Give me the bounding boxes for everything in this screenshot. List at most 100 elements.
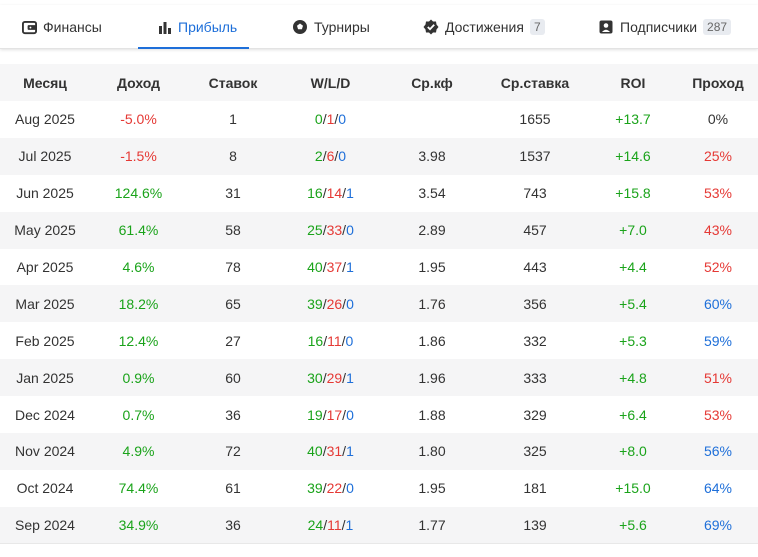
tab-profit[interactable]: Прибыль	[138, 5, 250, 49]
cell-avg-stake: 356	[482, 285, 588, 323]
draws-value: 0	[346, 406, 354, 423]
draws-value: 0	[346, 222, 354, 239]
tab-finance[interactable]: Финансы	[22, 5, 102, 49]
header-roi[interactable]: ROI	[588, 64, 678, 101]
cell-month: Apr 2025	[16, 259, 74, 275]
tab-achievements[interactable]: Достижения 7	[423, 5, 545, 49]
header-pass[interactable]: Проход	[678, 64, 758, 101]
losses-value: 37	[326, 259, 343, 275]
table-row: Aug 2025 -5.0% 1 0/1/0 1655 +13.7 0%	[0, 101, 758, 138]
cell-bets: 36	[225, 406, 241, 423]
profit-table: Месяц Доход Ставок W/L/D Ср.кф Ср.ставка…	[0, 64, 758, 545]
cell-income: 18.2%	[90, 285, 187, 323]
table-row: Jun 2025 124.6% 31 16/14/1 3.54 743 +15.8 53%	[0, 175, 758, 212]
losses-value: 22	[326, 480, 343, 497]
cell-roi: +13.7	[615, 111, 651, 128]
draws-value: 1	[346, 369, 354, 386]
cell-bets: 61	[225, 480, 241, 497]
cell-pass: 53%	[703, 406, 733, 423]
cell-month: May 2025	[0, 211, 90, 249]
cell-month: Dec 2024	[15, 406, 75, 423]
tab-bar: Финансы Прибыль Турниры Достижения 7 Под…	[0, 5, 758, 49]
cell-roi: +5.6	[588, 506, 678, 545]
tab-tournaments[interactable]: Турниры	[292, 5, 370, 49]
cell-income: 74.4%	[118, 480, 159, 497]
header-bets[interactable]: Ставок	[187, 64, 279, 101]
cell-avg-stake: 329	[523, 406, 547, 423]
cell-avg-stake: 325	[482, 433, 588, 470]
cell-bets: 31	[225, 185, 241, 202]
wins-value: 30	[307, 369, 323, 386]
tab-finance-label: Финансы	[43, 19, 102, 35]
cell-roi: +7.0	[588, 211, 678, 249]
cell-bets: 78	[225, 259, 241, 275]
cell-bets: 60	[187, 359, 279, 397]
header-avg-odds[interactable]: Ср.кф	[382, 64, 482, 101]
cell-pass: 25%	[678, 137, 758, 175]
draws-value: 1	[346, 185, 354, 202]
table-row: Jan 2025 0.9% 60 30/29/1 1.96 333 +4.8 51%	[0, 359, 758, 397]
cell-income: -1.5%	[90, 137, 187, 175]
cell-bets: 72	[187, 433, 279, 470]
cell-pass: 53%	[703, 185, 733, 202]
table-row: Nov 2024 4.9% 72 40/31/1 1.80 325 +8.0 56%	[0, 433, 758, 470]
cell-avg-stake: 1655	[519, 111, 551, 128]
table-row: Jul 2025 -1.5% 8 2/6/0 3.98 1537 +14.6 25%	[0, 137, 758, 175]
cell-roi: +4.4	[619, 259, 647, 275]
cell-roi: +15.0	[615, 480, 651, 497]
draws-value: 0	[346, 480, 354, 497]
losses-value: 29	[326, 369, 343, 386]
cell-wld: 2/6/0	[279, 137, 382, 175]
cell-avg-odds	[382, 101, 482, 138]
cell-avg-odds: 3.98	[382, 137, 482, 175]
subscribers-count-badge: 287	[703, 19, 732, 35]
cell-pass: 56%	[678, 433, 758, 470]
cell-income: 12.4%	[118, 332, 159, 349]
table-body: Aug 2025 -5.0% 1 0/1/0 1655 +13.7 0% Jul 2025 -1…	[0, 101, 758, 545]
header-wld[interactable]: W/L/D	[279, 64, 382, 101]
cell-wld: 30/29/1	[279, 359, 382, 397]
cell-bets: 36	[187, 506, 279, 545]
header-month[interactable]: Месяц	[0, 64, 90, 101]
tab-achievements-label: Достижения	[445, 19, 524, 35]
header-avg-stake[interactable]: Ср.ставка	[482, 64, 588, 101]
wins-value: 0	[314, 111, 323, 128]
wins-value: 19	[307, 406, 323, 423]
cell-bets: 27	[225, 332, 241, 349]
cell-roi: +14.6	[588, 137, 678, 175]
cell-pass: 0%	[707, 111, 729, 128]
cell-bets: 8	[187, 137, 279, 175]
tab-subscribers[interactable]: Подписчики 287	[598, 5, 732, 49]
tab-profit-label: Прибыль	[178, 19, 238, 35]
cell-month: Oct 2024	[16, 480, 74, 497]
cell-income: 0.9%	[90, 359, 187, 397]
cell-income: 34.9%	[90, 506, 187, 545]
cell-bets: 1	[229, 111, 237, 128]
header-income[interactable]: Доход	[90, 64, 187, 101]
cell-month: Feb 2025	[15, 332, 75, 349]
cell-avg-odds: 1.96	[382, 359, 482, 397]
cell-month: Sep 2024	[0, 506, 90, 545]
losses-value: 33	[326, 222, 343, 239]
cell-avg-odds: 1.80	[382, 433, 482, 470]
cell-wld: 40/31/1	[279, 433, 382, 470]
cell-avg-stake: 332	[523, 332, 547, 349]
cell-avg-odds: 1.76	[382, 285, 482, 323]
cell-bets: 58	[187, 211, 279, 249]
draws-value: 0	[338, 148, 347, 165]
tab-subscribers-label: Подписчики	[620, 19, 698, 35]
table-row: Apr 2025 4.6% 78 40/37/1 1.95 443 +4.4 52%	[0, 249, 758, 286]
cell-roi: +6.4	[619, 406, 647, 423]
table-row: May 2025 61.4% 58 25/33/0 2.89 457 +7.0 43%	[0, 211, 758, 249]
wins-value: 39	[307, 480, 323, 497]
cell-wld: 40/37/1	[307, 259, 354, 275]
cell-wld: 0/1/0	[314, 111, 347, 128]
cell-pass: 60%	[678, 285, 758, 323]
cell-avg-odds: 1.86	[418, 332, 446, 349]
cell-wld: 16/14/1	[307, 185, 354, 202]
cell-avg-stake: 333	[482, 359, 588, 397]
cell-avg-odds: 1.88	[418, 406, 446, 423]
verified-badge-icon	[423, 19, 439, 35]
soccer-ball-icon	[292, 19, 308, 35]
draws-value: 0	[338, 111, 347, 128]
